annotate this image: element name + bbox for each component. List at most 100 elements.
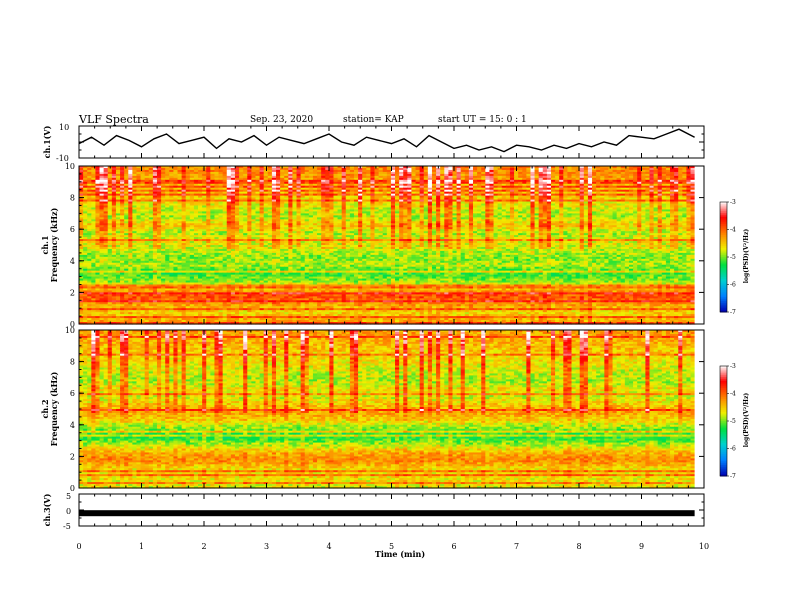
- spectrogram-cell: [489, 183, 495, 187]
- spectrogram-cell: [386, 197, 392, 201]
- spectrogram-cell: [214, 166, 220, 169]
- spectrogram-cell: [501, 207, 507, 211]
- spectrogram-cell: [415, 199, 421, 203]
- spectrogram-cell: [530, 195, 536, 199]
- spectrogram-cell: [419, 197, 425, 201]
- spectrogram-cell: [612, 173, 618, 177]
- spectrogram-cell: [665, 166, 671, 169]
- spectrogram-cell: [358, 199, 363, 203]
- spectrogram-cell: [259, 193, 265, 197]
- spectrogram-cell: [341, 189, 347, 193]
- spectrogram-cell: [407, 205, 413, 209]
- spectrogram-cell: [649, 177, 655, 181]
- spectrogram-cell: [637, 187, 642, 191]
- spectrogram-cell: [304, 177, 310, 181]
- spectrogram-cell: [247, 185, 252, 189]
- spectrogram-cell: [665, 199, 671, 203]
- spectrogram-cell: [641, 171, 646, 175]
- spectrogram-cell: [169, 171, 174, 175]
- spectrogram-cell: [530, 199, 536, 203]
- spectrogram-cell: [431, 185, 437, 189]
- spectrogram-cell: [230, 187, 236, 191]
- spectrogram-cell: [616, 201, 622, 205]
- spectrogram-cell: [403, 205, 408, 209]
- spectrogram-cell: [431, 189, 437, 193]
- spectrogram-cell: [645, 207, 651, 211]
- spectrogram-cell: [456, 175, 462, 179]
- spectrogram-cell: [674, 175, 679, 179]
- spectrogram-cell: [296, 195, 302, 199]
- spectrogram-cell: [390, 166, 396, 169]
- spectrogram-cell: [534, 181, 540, 185]
- spectrogram-cell: [358, 189, 363, 193]
- spectrogram-cell: [555, 201, 560, 205]
- spectrogram-cell: [206, 203, 211, 207]
- spectrogram-cell: [374, 191, 380, 195]
- spectrogram-cell: [189, 167, 195, 171]
- spectrogram-cell: [415, 195, 421, 199]
- spectrogram-cell: [165, 167, 170, 171]
- spectrogram-cell: [280, 185, 285, 189]
- spectrogram-cell: [308, 173, 314, 177]
- spectrogram-cell: [87, 179, 92, 183]
- spectrogram-cell: [120, 205, 125, 209]
- spectrogram-cell: [345, 197, 351, 201]
- spectrogram-cell: [234, 183, 240, 187]
- spectrogram-cell: [144, 175, 150, 179]
- spectrogram-cell: [251, 177, 257, 181]
- spectrogram-cell: [353, 183, 359, 187]
- spectrogram-cell: [239, 199, 244, 203]
- spectrogram-cell: [103, 173, 109, 177]
- spectrogram-cell: [325, 183, 330, 187]
- spectrogram-cell: [411, 185, 417, 189]
- spectrogram-cell: [337, 195, 343, 199]
- spectrogram-cell: [276, 187, 281, 191]
- spectrogram-cell: [657, 169, 663, 173]
- spectrogram-cell: [386, 173, 392, 177]
- spectrogram-cell: [481, 197, 486, 201]
- spectrogram-cell: [670, 197, 675, 201]
- spectrogram-cell: [374, 169, 380, 173]
- spectrogram-cell: [649, 193, 655, 197]
- spectrogram-cell: [349, 199, 355, 203]
- spectrogram-cell: [534, 199, 540, 203]
- spectrogram-cell: [493, 189, 499, 193]
- spectrogram-cell: [674, 173, 679, 177]
- spectrogram-cell: [390, 191, 396, 195]
- spectrogram-cell: [292, 205, 298, 209]
- spectrogram-cell: [124, 183, 129, 187]
- spectrogram-cell: [79, 205, 84, 209]
- spectrogram-cell: [247, 175, 252, 179]
- spectrogram-cell: [674, 203, 679, 207]
- spectrogram-cell: [583, 201, 589, 205]
- spectrogram-cell: [276, 197, 281, 201]
- spectrogram-cell: [267, 187, 273, 191]
- spectrogram-cell: [198, 187, 203, 191]
- spectrogram-cell: [152, 175, 158, 179]
- spectrogram-cell: [571, 167, 577, 171]
- spectrogram-cell: [514, 193, 519, 197]
- spectrogram-cell: [604, 183, 610, 187]
- spectrogram-cell: [538, 169, 544, 173]
- spectrogram-cell: [202, 197, 207, 201]
- spectrogram-cell: [193, 205, 199, 209]
- spectrogram-cell: [423, 177, 429, 181]
- spectrogram-cell: [358, 167, 363, 171]
- spectrogram-cell: [477, 175, 482, 179]
- spectrogram-cell: [526, 183, 532, 187]
- spectrogram-cell: [678, 175, 683, 179]
- spectrogram-cell: [436, 187, 441, 191]
- spectrogram-cell: [353, 179, 359, 183]
- spectrogram-cell: [419, 173, 425, 177]
- spectrogram-cell: [165, 189, 170, 193]
- spectrogram-cell: [550, 181, 556, 185]
- spectrogram-cell: [185, 197, 191, 201]
- spectrogram-cell: [653, 179, 659, 183]
- spectrogram-cell: [198, 189, 203, 193]
- spectrogram-cell: [136, 177, 142, 181]
- spectrogram-cell: [579, 179, 585, 183]
- spectrogram-cell: [247, 193, 252, 197]
- spectrogram-cell: [555, 207, 560, 211]
- spectrogram-cell: [620, 166, 626, 169]
- spectrogram-cell: [181, 201, 187, 205]
